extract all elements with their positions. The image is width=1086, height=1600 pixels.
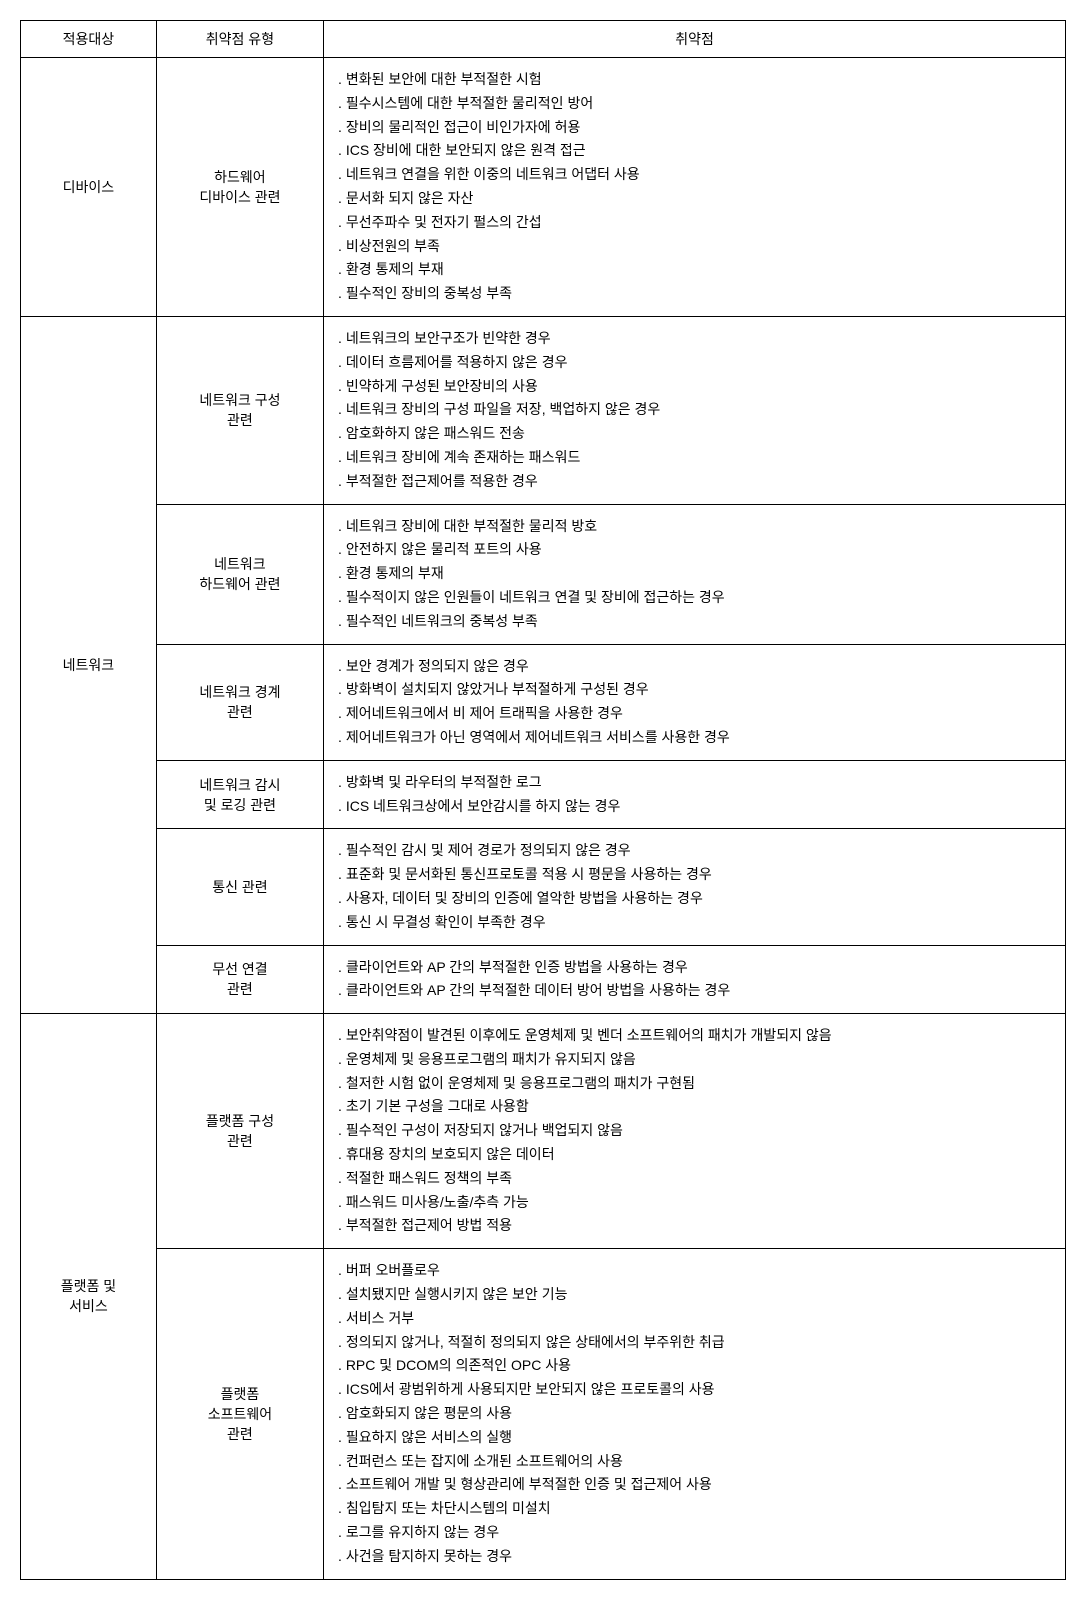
vuln-item: 초기 기본 구성을 그대로 사용함 [338, 1095, 1051, 1119]
vuln-item: 제어네트워크가 아닌 영역에서 제어네트워크 서비스를 사용한 경우 [338, 726, 1051, 750]
vuln-item: ICS 네트워크상에서 보안감시를 하지 않는 경우 [338, 795, 1051, 819]
vuln-item: 환경 통제의 부재 [338, 562, 1051, 586]
vuln-item: 소프트웨어 개발 및 형상관리에 부적절한 인증 및 접근제어 사용 [338, 1473, 1051, 1497]
vuln-item: 필수적이지 않은 인원들이 네트워크 연결 및 장비에 접근하는 경우 [338, 586, 1051, 610]
vuln-item: 사용자, 데이터 및 장비의 인증에 열악한 방법을 사용하는 경우 [338, 887, 1051, 911]
vuln-item: 무선주파수 및 전자기 펄스의 간섭 [338, 211, 1051, 235]
type-hw-device: 하드웨어디바이스 관련 [156, 58, 323, 317]
vuln-item: 장비의 물리적인 접근이 비인가자에 허용 [338, 116, 1051, 140]
vulnerability-table: 적용대상 취약점 유형 취약점 디바이스 하드웨어디바이스 관련 변화된 보안에… [20, 20, 1066, 1580]
vuln-item: 보안취약점이 발견된 이후에도 운영체제 및 벤더 소프트웨어의 패치가 개발되… [338, 1024, 1051, 1048]
vuln-item: 클라이언트와 AP 간의 부적절한 데이터 방어 방법을 사용하는 경우 [338, 979, 1051, 1003]
table-row: 무선 연결관련 클라이언트와 AP 간의 부적절한 인증 방법을 사용하는 경우… [21, 945, 1066, 1014]
vuln-item: 네트워크 장비에 대한 부적절한 물리적 방호 [338, 515, 1051, 539]
header-vuln: 취약점 [324, 21, 1066, 58]
vuln-item: 서비스 거부 [338, 1307, 1051, 1331]
vuln-item: 표준화 및 문서화된 통신프로토콜 적용 시 평문을 사용하는 경우 [338, 863, 1051, 887]
vuln-net-boundary: 보안 경계가 정의되지 않은 경우방화벽이 설치되지 않았거나 부적절하게 구성… [324, 644, 1066, 760]
vuln-item: 제어네트워크에서 비 제어 트래픽을 사용한 경우 [338, 702, 1051, 726]
type-net-config: 네트워크 구성관련 [156, 316, 323, 504]
vuln-item: ICS에서 광범위하게 사용되지만 보안되지 않은 프로토콜의 사용 [338, 1378, 1051, 1402]
vuln-item: 필수시스템에 대한 부적절한 물리적인 방어 [338, 92, 1051, 116]
table-row: 디바이스 하드웨어디바이스 관련 변화된 보안에 대한 부적절한 시험필수시스템… [21, 58, 1066, 317]
vuln-item: 네트워크의 보안구조가 빈약한 경우 [338, 327, 1051, 351]
type-comm: 통신 관련 [156, 829, 323, 945]
vuln-item: 클라이언트와 AP 간의 부적절한 인증 방법을 사용하는 경우 [338, 956, 1051, 980]
vuln-item: 안전하지 않은 물리적 포트의 사용 [338, 538, 1051, 562]
vuln-item: 데이터 흐름제어를 적용하지 않은 경우 [338, 351, 1051, 375]
type-wireless: 무선 연결관련 [156, 945, 323, 1014]
vuln-item: 암호화되지 않은 평문의 사용 [338, 1402, 1051, 1426]
target-device: 디바이스 [21, 58, 157, 317]
vuln-item: 네트워크 연결을 위한 이중의 네트워크 어댑터 사용 [338, 163, 1051, 187]
vuln-item: 패스워드 미사용/노출/추측 가능 [338, 1191, 1051, 1215]
vuln-item: ICS 장비에 대한 보안되지 않은 원격 접근 [338, 139, 1051, 163]
vuln-platform-sw: 버퍼 오버플로우설치됐지만 실행시키지 않은 보안 기능서비스 거부정의되지 않… [324, 1249, 1066, 1579]
vuln-item: 사건을 탐지하지 못하는 경우 [338, 1545, 1051, 1569]
vuln-item: 설치됐지만 실행시키지 않은 보안 기능 [338, 1283, 1051, 1307]
vuln-net-monitor: 방화벽 및 라우터의 부적절한 로그ICS 네트워크상에서 보안감시를 하지 않… [324, 760, 1066, 829]
vuln-item: 부적절한 접근제어 방법 적용 [338, 1214, 1051, 1238]
vuln-item: 필요하지 않은 서비스의 실행 [338, 1426, 1051, 1450]
vuln-item: RPC 및 DCOM의 의존적인 OPC 사용 [338, 1354, 1051, 1378]
table-row: 네트워크 경계관련 보안 경계가 정의되지 않은 경우방화벽이 설치되지 않았거… [21, 644, 1066, 760]
vuln-item: 필수적인 감시 및 제어 경로가 정의되지 않은 경우 [338, 839, 1051, 863]
type-net-boundary: 네트워크 경계관련 [156, 644, 323, 760]
vuln-wireless: 클라이언트와 AP 간의 부적절한 인증 방법을 사용하는 경우클라이언트와 A… [324, 945, 1066, 1014]
type-net-monitor: 네트워크 감시및 로깅 관련 [156, 760, 323, 829]
vuln-item: 버퍼 오버플로우 [338, 1259, 1051, 1283]
vuln-net-config: 네트워크의 보안구조가 빈약한 경우데이터 흐름제어를 적용하지 않은 경우빈약… [324, 316, 1066, 504]
header-target: 적용대상 [21, 21, 157, 58]
vuln-item: 로그를 유지하지 않는 경우 [338, 1521, 1051, 1545]
vuln-item: 통신 시 무결성 확인이 부족한 경우 [338, 911, 1051, 935]
vuln-item: 네트워크 장비에 계속 존재하는 패스워드 [338, 446, 1051, 470]
table-header-row: 적용대상 취약점 유형 취약점 [21, 21, 1066, 58]
vuln-item: 변화된 보안에 대한 부적절한 시험 [338, 68, 1051, 92]
table-row: 네트워크하드웨어 관련 네트워크 장비에 대한 부적절한 물리적 방호안전하지 … [21, 504, 1066, 644]
vuln-platform-config: 보안취약점이 발견된 이후에도 운영체제 및 벤더 소프트웨어의 패치가 개발되… [324, 1014, 1066, 1249]
vuln-item: 필수적인 구성이 저장되지 않거나 백업되지 않음 [338, 1119, 1051, 1143]
header-type: 취약점 유형 [156, 21, 323, 58]
vuln-item: 방화벽 및 라우터의 부적절한 로그 [338, 771, 1051, 795]
table-row: 네트워크 네트워크 구성관련 네트워크의 보안구조가 빈약한 경우데이터 흐름제… [21, 316, 1066, 504]
vuln-item: 방화벽이 설치되지 않았거나 부적절하게 구성된 경우 [338, 678, 1051, 702]
vuln-item: 침입탐지 또는 차단시스템의 미설치 [338, 1497, 1051, 1521]
vuln-item: 암호화하지 않은 패스워드 전송 [338, 422, 1051, 446]
vuln-item: 네트워크 장비의 구성 파일을 저장, 백업하지 않은 경우 [338, 398, 1051, 422]
vuln-item: 컨퍼런스 또는 잡지에 소개된 소프트웨어의 사용 [338, 1450, 1051, 1474]
vuln-item: 필수적인 네트워크의 중복성 부족 [338, 610, 1051, 634]
vuln-item: 부적절한 접근제어를 적용한 경우 [338, 470, 1051, 494]
table-row: 통신 관련 필수적인 감시 및 제어 경로가 정의되지 않은 경우표준화 및 문… [21, 829, 1066, 945]
target-platform: 플랫폼 및서비스 [21, 1014, 157, 1580]
vuln-item: 철저한 시험 없이 운영체제 및 응용프로그램의 패치가 구현됨 [338, 1072, 1051, 1096]
vuln-item: 문서화 되지 않은 자산 [338, 187, 1051, 211]
vuln-item: 정의되지 않거나, 적절히 정의되지 않은 상태에서의 부주위한 취급 [338, 1331, 1051, 1355]
type-platform-sw: 플랫폼소프트웨어관련 [156, 1249, 323, 1579]
vuln-item: 운영체제 및 응용프로그램의 패치가 유지되지 않음 [338, 1048, 1051, 1072]
vuln-comm: 필수적인 감시 및 제어 경로가 정의되지 않은 경우표준화 및 문서화된 통신… [324, 829, 1066, 945]
table-row: 플랫폼소프트웨어관련 버퍼 오버플로우설치됐지만 실행시키지 않은 보안 기능서… [21, 1249, 1066, 1579]
type-platform-config: 플랫폼 구성관련 [156, 1014, 323, 1249]
vuln-hw-device: 변화된 보안에 대한 부적절한 시험필수시스템에 대한 부적절한 물리적인 방어… [324, 58, 1066, 317]
vuln-net-hw: 네트워크 장비에 대한 부적절한 물리적 방호안전하지 않은 물리적 포트의 사… [324, 504, 1066, 644]
table-row: 플랫폼 및서비스 플랫폼 구성관련 보안취약점이 발견된 이후에도 운영체제 및… [21, 1014, 1066, 1249]
vuln-item: 보안 경계가 정의되지 않은 경우 [338, 655, 1051, 679]
target-network: 네트워크 [21, 316, 157, 1013]
vuln-item: 적절한 패스워드 정책의 부족 [338, 1167, 1051, 1191]
vuln-item: 빈약하게 구성된 보안장비의 사용 [338, 375, 1051, 399]
vuln-item: 필수적인 장비의 중복성 부족 [338, 282, 1051, 306]
table-row: 네트워크 감시및 로깅 관련 방화벽 및 라우터의 부적절한 로그ICS 네트워… [21, 760, 1066, 829]
vuln-item: 휴대용 장치의 보호되지 않은 데이터 [338, 1143, 1051, 1167]
vuln-item: 비상전원의 부족 [338, 235, 1051, 259]
type-net-hw: 네트워크하드웨어 관련 [156, 504, 323, 644]
vuln-item: 환경 통제의 부재 [338, 258, 1051, 282]
